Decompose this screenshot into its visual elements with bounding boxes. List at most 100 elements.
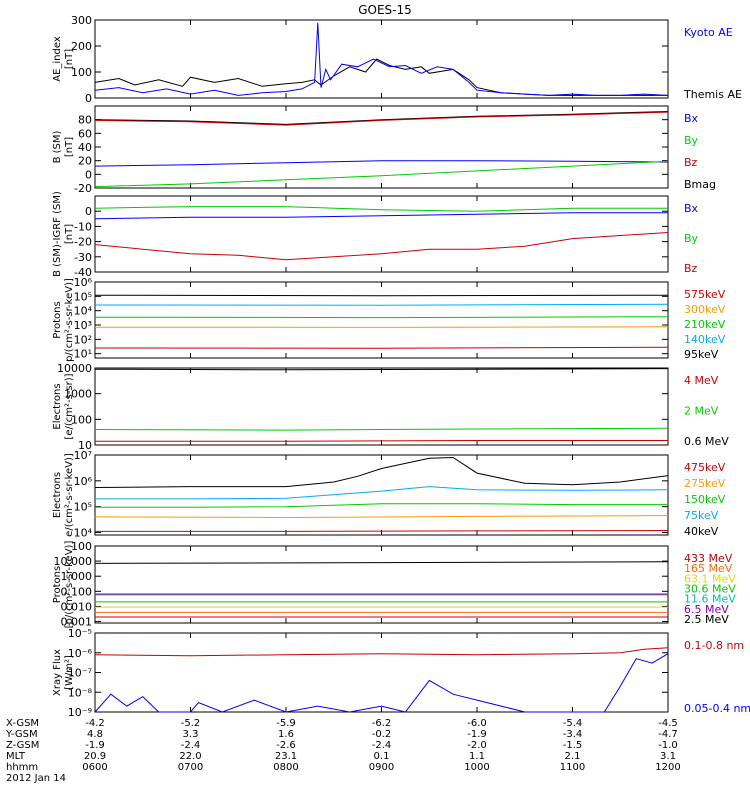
y-tick-label: 10⁴ xyxy=(74,526,93,539)
x-axis-row-label: hhmm xyxy=(6,762,38,773)
panel-frame xyxy=(94,281,669,359)
legend-label: 63.1 MeV xyxy=(684,572,736,585)
legend-label: 475keV xyxy=(684,461,726,474)
y-tick-label: 10³ xyxy=(74,319,92,332)
legend-label: 165 MeV xyxy=(684,562,733,575)
x-axis-value: -5.4 xyxy=(563,718,583,729)
y-tick-label: 10⁶ xyxy=(74,276,93,289)
legend-label: 4 MeV xyxy=(684,374,719,387)
panel-protons2: 0.001 0.010 0.100 1.000 10.000 100 Protons [p/(… xyxy=(52,540,736,629)
x-axis-value: 1100 xyxy=(560,762,585,773)
series-line-by xyxy=(94,206,668,212)
x-axis-value: -1.9 xyxy=(85,740,105,751)
y-tick-label: 10⁵ xyxy=(74,290,92,303)
x-axis-value: -6.2 xyxy=(372,718,392,729)
y-tick-label: 0.010 xyxy=(61,600,93,613)
y-tick-label: 100 xyxy=(71,540,92,553)
y-axis-label: [nT] xyxy=(64,224,75,244)
y-axis-label: AE_index xyxy=(52,36,63,82)
legend-label: Bx xyxy=(684,112,699,125)
y-tick-label: 300 xyxy=(71,14,92,27)
series-line-140kev xyxy=(94,303,669,306)
y-tick-label: -10 xyxy=(74,220,92,233)
series-line-4-mev xyxy=(95,440,668,442)
legend-label: 11.6 MeV xyxy=(684,593,736,606)
y-tick-label: 10⁻⁶ xyxy=(68,647,93,660)
y-tick-label: -20 xyxy=(74,236,92,249)
y-tick-label: 10⁻⁹ xyxy=(68,706,92,719)
series-line-themis-ae xyxy=(94,58,668,96)
legend-label: Kyoto AE xyxy=(684,26,733,39)
legend-label: 2 MeV xyxy=(684,405,719,418)
y-axis-label: [nT] xyxy=(64,49,75,69)
panel-frame xyxy=(94,632,669,713)
y-axis-label: Xray Flux xyxy=(52,649,63,696)
series-line-275kev xyxy=(94,515,669,519)
series-line-bz xyxy=(94,111,669,126)
series-line-2-mev xyxy=(94,427,669,431)
x-axis-value: 1.1 xyxy=(469,751,485,762)
x-axis-value: -4.7 xyxy=(658,729,678,740)
legend-label: 210keV xyxy=(684,318,726,331)
legend-label: 2.5 MeV xyxy=(684,613,729,626)
legend-label: 0.6 MeV xyxy=(684,435,729,448)
y-tick-label: 0 xyxy=(85,168,92,181)
x-axis-value: 3.1 xyxy=(660,751,676,762)
x-axis-value: -2.4 xyxy=(372,740,392,751)
legend-label: By xyxy=(684,232,699,245)
series-line-bmag xyxy=(94,111,669,125)
x-axis-value: 23.1 xyxy=(275,751,297,762)
x-axis-row-label: X-GSM xyxy=(6,718,39,729)
panel-frame xyxy=(94,367,669,446)
legend-label: 150keV xyxy=(684,493,726,506)
y-tick-label: 0 xyxy=(85,92,92,105)
panel-frame xyxy=(94,454,669,536)
x-axis-value: 0.1 xyxy=(374,751,390,762)
legend-label: 433 MeV xyxy=(684,552,733,565)
x-axis-value: -1.5 xyxy=(563,740,583,751)
series-line-575kev xyxy=(94,346,669,349)
y-axis-label: e/(cm²-s-sr-keV)] xyxy=(64,453,75,537)
x-axis-value: 0800 xyxy=(273,762,298,773)
y-axis-label: Protons xyxy=(52,566,63,603)
legend-label: Bx xyxy=(684,202,699,215)
y-tick-label: 0.001 xyxy=(61,616,93,629)
series-line-95kev xyxy=(94,294,669,297)
x-axis-value: 20.9 xyxy=(84,751,106,762)
legend-label: Bmag xyxy=(684,178,716,191)
x-axis-value: -0.2 xyxy=(372,729,392,740)
legend-label: 40keV xyxy=(684,525,719,538)
series-line-75kev xyxy=(95,486,669,500)
legend-label: By xyxy=(684,134,699,147)
legend-label: 75keV xyxy=(684,509,719,522)
series-line-40kev xyxy=(94,456,669,488)
y-tick-label: 10 xyxy=(78,439,92,452)
legend-label: 275keV xyxy=(684,477,726,490)
y-tick-label: 10⁷ xyxy=(74,449,92,462)
series-line-210kev xyxy=(94,316,669,319)
series-line-bx xyxy=(94,160,669,167)
x-axis-value: 0900 xyxy=(369,762,394,773)
panel-electrons2: 10⁴ 10⁵ 10⁶ 10⁷ Electrons e/(cm²-s-sr-keV)] 47… xyxy=(52,449,726,539)
y-tick-label: 10000 xyxy=(57,362,92,375)
x-axis-row-label: Z-GSM xyxy=(6,740,39,751)
y-tick-label: 0 xyxy=(85,205,92,218)
panel-frame xyxy=(94,195,669,273)
series-line-by xyxy=(94,160,669,188)
y-tick-label: 10⁵ xyxy=(74,501,92,514)
x-axis-value: -1.0 xyxy=(658,740,678,751)
legend-label: 6.5 MeV xyxy=(684,603,729,616)
y-tick-label: 10.000 xyxy=(54,555,93,568)
y-tick-label: 0.100 xyxy=(61,585,93,598)
legend-label: Themis AE xyxy=(683,88,742,101)
y-tick-label: 10² xyxy=(74,333,92,346)
y-tick-label: 1000 xyxy=(64,388,92,401)
legend-label: 30.6 MeV xyxy=(684,583,736,596)
x-axis-value: 3.3 xyxy=(183,729,199,740)
x-axis-value: -5.9 xyxy=(276,718,296,729)
y-tick-label: 60 xyxy=(78,127,92,140)
x-axis-value: -4.5 xyxy=(658,718,678,729)
series-line-kyoto-ae xyxy=(94,22,669,96)
x-axis-value: -2.6 xyxy=(276,740,296,751)
